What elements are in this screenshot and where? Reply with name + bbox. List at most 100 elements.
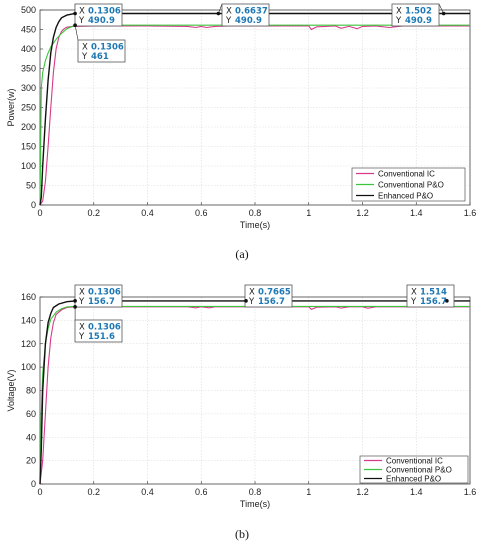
y-tick-label: 60 (26, 409, 36, 419)
x-tick-label: 0.8 (249, 487, 262, 497)
y-axis-label: Voltage(V) (6, 369, 16, 411)
datatip-marker (73, 299, 77, 303)
y-tick-label: 200 (21, 122, 36, 132)
datatip-y-value: 461 (91, 52, 109, 62)
y-tick-label: 350 (21, 64, 36, 74)
datatip-y-label: Y (78, 297, 85, 307)
x-tick-label: 1.2 (356, 208, 369, 218)
datatip-y-value: 490.9 (405, 16, 432, 26)
x-tick-label: 0 (37, 487, 42, 497)
datatip-y-label: Y (410, 297, 417, 307)
y-axis-label: Power(w) (6, 88, 16, 126)
datatip-box (391, 3, 440, 27)
datatip-y-value: 490.9 (235, 16, 262, 26)
x-axis-label: Time(s) (240, 220, 270, 230)
datatip-x-label: X (82, 43, 88, 53)
datatip-y-value: 490.9 (88, 16, 115, 26)
datatip-x-label: X (396, 7, 402, 17)
datatip-x-value: 1.514 (420, 288, 447, 298)
datatip-x-value: 0.1306 (88, 323, 121, 333)
series-line-conventional-po (39, 24, 470, 206)
x-tick-label: 1.4 (410, 208, 423, 218)
y-tick-label: 0 (31, 479, 36, 489)
y-tick-label: 160 (21, 292, 36, 302)
y-tick-label: 100 (21, 362, 36, 372)
x-tick-label: 1 (306, 208, 311, 218)
datatip-box (77, 39, 126, 63)
datatip-box (244, 284, 293, 308)
x-tick-label: 1.4 (410, 487, 423, 497)
y-tick-label: 250 (21, 103, 36, 113)
y-tick-label: 120 (21, 339, 36, 349)
datatip-y-label: Y (78, 16, 85, 26)
x-tick-label: 1.6 (464, 487, 477, 497)
x-tick-label: 1.6 (464, 208, 477, 218)
datatip-marker (73, 23, 77, 28)
x-tick-label: 0.2 (87, 487, 100, 497)
y-tick-label: 450 (21, 25, 36, 35)
x-tick-label: 0.6 (195, 487, 208, 497)
y-tick-label: 140 (21, 315, 36, 325)
legend-entry: Conventional P&O (386, 466, 452, 475)
legend-entry: Conventional IC (378, 170, 435, 179)
y-tick-label: 40 (26, 432, 36, 442)
datatip-marker (216, 11, 221, 16)
datatip-y-label: Y (225, 16, 232, 26)
legend-entry: Enhanced P&O (386, 475, 441, 484)
series-line-conventional-po (39, 305, 470, 485)
figure-caption: (a) (235, 247, 248, 261)
datatip-x-label: X (249, 288, 255, 298)
datatip-y-value: 156.7 (88, 297, 115, 307)
x-tick-label: 0.4 (141, 208, 154, 218)
y-tick-label: 150 (21, 142, 36, 152)
datatip-marker (441, 11, 446, 16)
chart-panel-b: 0 0.2 0.4 0.6 0.8 1 1.2 1.4 1.6 0 20 40 60 80 100 120 14… (6, 284, 477, 541)
datatip-box (74, 284, 123, 308)
y-tick-label: 80 (26, 386, 36, 396)
y-tick-label: 20 (26, 456, 36, 466)
datatip-marker (73, 11, 77, 16)
datatip-box (406, 284, 455, 308)
datatip-x-value: 0.1306 (88, 7, 121, 17)
x-tick-label: 0.2 (87, 208, 100, 218)
datatip-y-label: Y (78, 332, 85, 342)
x-tick-label: 0 (37, 208, 42, 218)
datatip-leader (74, 25, 79, 41)
y-tick-label: 300 (21, 83, 36, 93)
y-tick-label: 50 (26, 181, 36, 191)
datatip-x-label: X (226, 7, 232, 17)
legend-entry: Enhanced P&O (378, 192, 433, 201)
legend-entry: Conventional P&O (378, 181, 444, 190)
series-line-conventional-ic (39, 306, 470, 485)
chart-panel-a: 0 0.2 0.4 0.6 0.8 1 1.2 1.4 1.6 0 50 100 150 200 250 30… (6, 3, 477, 261)
datatip-x-value: 0.6637 (235, 7, 268, 17)
figure-caption: (b) (235, 527, 249, 541)
datatip-x-value: 0.7665 (258, 288, 291, 298)
datatip-y-value: 156.7 (258, 297, 285, 307)
legend-entry: Conventional IC (386, 457, 443, 466)
x-tick-label: 0.8 (249, 208, 262, 218)
x-tick-label: 0.6 (195, 208, 208, 218)
datatip-y-value: 151.6 (88, 332, 115, 342)
legend: Conventional IC Conventional P&O Enhanced … (351, 167, 466, 202)
datatip-marker (244, 299, 248, 303)
datatip-x-label: X (79, 7, 85, 17)
datatip-y-label: Y (395, 16, 402, 26)
y-tick-label: 500 (21, 5, 36, 15)
datatip-x-label: X (79, 323, 85, 333)
y-tick-label: 100 (21, 161, 36, 171)
y-tick-label: 0 (31, 200, 36, 210)
datatip-y-label: Y (81, 52, 88, 62)
series-line-conventional-ic (39, 25, 470, 206)
datatip-x-label: X (411, 288, 417, 298)
datatip-x-label: X (79, 288, 85, 298)
